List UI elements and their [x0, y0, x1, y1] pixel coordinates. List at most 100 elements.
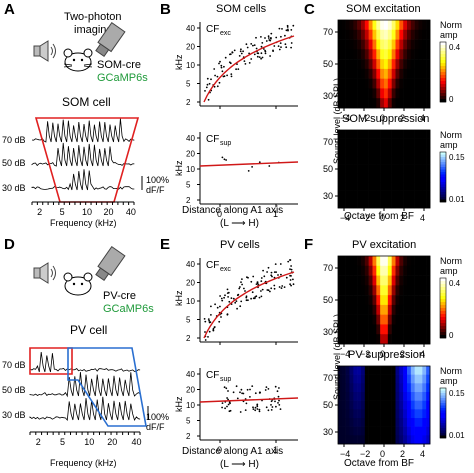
- scatter-point-sup: [221, 402, 224, 404]
- colorbar-step: [440, 177, 446, 180]
- scatter-point: [224, 294, 226, 297]
- suppression-cell: [357, 409, 362, 419]
- suppression-cell: [349, 138, 354, 148]
- excitation-cell: [361, 59, 366, 70]
- scatter-point: [280, 46, 282, 48]
- suppression-cell: [368, 156, 373, 165]
- e-title: PV cells: [220, 239, 260, 251]
- suppression-cell: [357, 374, 362, 384]
- excitation-cell: [387, 304, 392, 315]
- excitation-cell: [414, 88, 419, 99]
- colorbar-step: [440, 398, 446, 401]
- suppression-cell: [395, 426, 400, 436]
- scatter-point-sup: [265, 406, 268, 409]
- suppression-cell: [414, 182, 419, 191]
- excitation-cell: [345, 29, 350, 40]
- excitation-cell: [338, 88, 343, 99]
- excitation-cell: [422, 304, 427, 315]
- suppression-cell: [380, 147, 385, 157]
- excitation-cell: [338, 20, 343, 31]
- colorbar-step: [440, 420, 446, 424]
- colorbar-step: [440, 290, 446, 294]
- suppression-cell: [349, 409, 354, 419]
- scatter-point: [273, 284, 276, 287]
- suppression-cell: [422, 435, 427, 445]
- excitation-cell: [414, 324, 419, 335]
- excitation-cell: [391, 285, 396, 296]
- excitation-cell: [407, 20, 412, 31]
- suppression-cell: [384, 435, 389, 445]
- excitation-cell: [353, 39, 358, 50]
- excitation-cell: [422, 39, 427, 50]
- suppression-cell: [380, 366, 385, 375]
- bot-ytick-label: 2: [186, 432, 191, 441]
- suppression-cell: [410, 138, 415, 148]
- excitation-cell: [376, 88, 381, 99]
- suppression-cell: [391, 147, 396, 157]
- colorbar-step: [440, 174, 446, 178]
- colorbar-step: [440, 172, 446, 175]
- pv-trace-plot: 2 5 10 20 40: [29, 347, 149, 447]
- suppression-cell: [380, 409, 385, 419]
- suppression-cell: [410, 366, 415, 375]
- excitation-cell: [422, 68, 427, 79]
- suppression-cell: [391, 173, 396, 183]
- ytick-label: 70: [323, 137, 333, 147]
- scatter-point: [216, 85, 219, 88]
- excitation-cell: [384, 49, 389, 60]
- excitation-cell: [399, 295, 404, 306]
- xtick-label: −4: [340, 113, 350, 123]
- excitation-cell: [395, 29, 400, 40]
- excitation-cell: [376, 334, 381, 345]
- excitation-cell: [387, 324, 392, 335]
- excitation-cell: [376, 78, 381, 89]
- excitation-cell: [357, 295, 362, 306]
- suppression-cell: [414, 383, 419, 393]
- excitation-cell: [357, 29, 362, 40]
- colorbar-step: [440, 428, 446, 431]
- excitation-cell: [357, 334, 362, 345]
- excitation-cell: [345, 49, 350, 60]
- suppression-cell: [341, 199, 346, 209]
- scatter-point: [260, 277, 263, 279]
- excitation-cell: [410, 275, 415, 286]
- suppression-cell: [391, 418, 396, 427]
- suppression-cell: [403, 400, 408, 410]
- excitation-cell: [418, 49, 423, 60]
- excitation-cell: [418, 285, 423, 296]
- colorbar-step: [440, 326, 446, 330]
- excitation-cell: [380, 59, 385, 70]
- top-panel-sub: exc: [220, 266, 231, 273]
- excitation-cell: [387, 39, 392, 50]
- suppression-cell: [410, 418, 415, 427]
- colorbar-step: [440, 284, 446, 288]
- suppression-cell: [407, 435, 412, 445]
- top-ytick-label: 5: [186, 316, 191, 325]
- scatter-point: [281, 285, 284, 287]
- suppression-cell: [426, 199, 431, 209]
- scatter-point: [292, 278, 294, 281]
- colorbar-step: [440, 329, 446, 333]
- suppression-cell: [410, 147, 415, 157]
- colorbar-step: [440, 81, 446, 85]
- suppression-cell: [357, 435, 362, 445]
- suppression-cell: [395, 147, 400, 157]
- scatter-point: [219, 60, 221, 63]
- suppression-cell: [345, 130, 350, 139]
- suppression-cell: [426, 374, 431, 384]
- excitation-cell: [349, 265, 354, 276]
- b-xlabel2: (L ⟶ H): [220, 218, 259, 229]
- suppression-cell: [391, 383, 396, 393]
- suppression-cell: [376, 409, 381, 419]
- suppression-cell: [395, 156, 400, 165]
- excitation-cell: [395, 324, 400, 335]
- suppression-cell: [338, 366, 343, 375]
- excitation-cell: [338, 334, 343, 345]
- suppression-cell: [422, 409, 427, 419]
- top-panel-label: CF: [206, 260, 219, 271]
- xtick-label: 4: [420, 449, 425, 459]
- suppression-cell: [372, 156, 377, 165]
- top-panel-label: CF: [206, 24, 219, 35]
- ylabel: Sound level (dB SPL): [332, 314, 342, 400]
- excitation-cell: [407, 256, 412, 267]
